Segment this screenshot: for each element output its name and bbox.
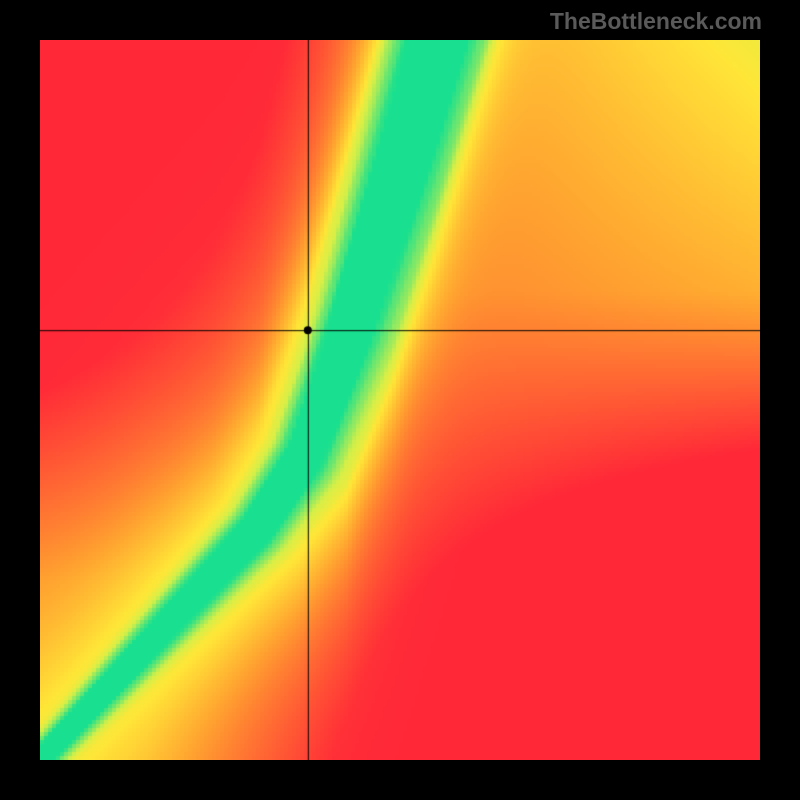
chart-container: TheBottleneck.com <box>0 0 800 800</box>
heatmap-canvas <box>40 40 760 760</box>
watermark-text: TheBottleneck.com <box>550 8 762 35</box>
